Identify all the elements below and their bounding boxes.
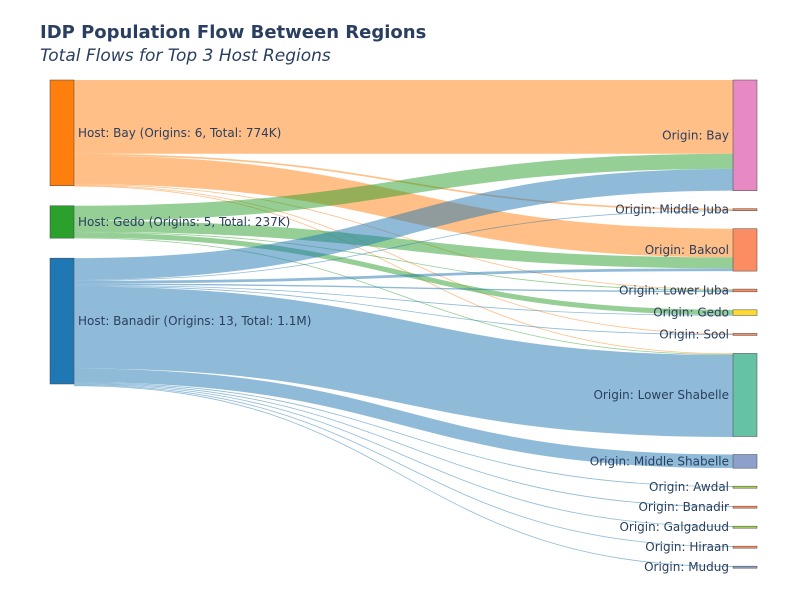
node-o_bay[interactable] — [732, 79, 758, 191]
flow-banadir-to-o_lower_juba[interactable] — [73, 283, 734, 293]
node-o_banadir[interactable] — [732, 505, 758, 509]
flow-bay-to-o_sool[interactable] — [73, 184, 734, 335]
flow-banadir-to-o_bay[interactable] — [73, 168, 734, 281]
node-o_galgaduud[interactable] — [732, 525, 758, 529]
node-o_lower_juba[interactable] — [732, 288, 758, 293]
chart-title: IDP Population Flow Between Regions — [40, 22, 427, 43]
node-label-o_awdal: Origin: Awdal — [649, 480, 729, 494]
flow-banadir-to-o_bakool[interactable] — [73, 268, 734, 284]
node-label-o_lower_juba: Origin: Lower Juba — [619, 283, 729, 297]
flow-banadir-to-o_gedo[interactable] — [73, 284, 734, 316]
flow-gedo-to-o_bay[interactable] — [73, 153, 734, 221]
flow-banadir-to-o_sool[interactable] — [73, 285, 734, 336]
flow-banadir-to-o_banadir[interactable] — [73, 382, 734, 507]
node-label-banadir: Host: Banadir (Origins: 13, Total: 1.1M) — [78, 314, 311, 328]
sankey-labels: Host: Bay (Origins: 6, Total: 774K) Host:… — [78, 126, 729, 574]
node-o_middle_shabelle[interactable] — [732, 454, 758, 469]
flow-bay-to-o_lower_shabelle[interactable] — [73, 185, 734, 355]
flow-gedo-to-o_bakool[interactable] — [73, 220, 734, 269]
node-o_mudug[interactable] — [732, 565, 758, 569]
flow-banadir-to-o_middle_shabelle[interactable] — [73, 368, 734, 469]
node-o_hiraan[interactable] — [732, 545, 758, 549]
node-label-o_middle_shabelle: Origin: Middle Shabelle — [590, 454, 729, 468]
flow-banadir-to-o_mudug[interactable] — [73, 385, 734, 567]
flow-banadir-to-o_hiraan[interactable] — [73, 384, 734, 547]
node-label-o_bakool: Origin: Bakool — [645, 243, 729, 257]
node-label-o_sool: Origin: Sool — [659, 327, 729, 341]
flow-bay-to-o_bakool[interactable] — [73, 155, 734, 258]
node-label-o_middle_juba: Origin: Middle Juba — [615, 203, 729, 217]
node-o_lower_shabelle[interactable] — [732, 353, 758, 437]
node-label-o_lower_shabelle: Origin: Lower Shabelle — [593, 388, 729, 402]
node-label-o_mudug: Origin: Mudug — [644, 560, 729, 574]
node-o_middle_juba[interactable] — [732, 208, 758, 211]
node-banadir[interactable] — [49, 257, 75, 385]
chart-subtitle: Total Flows for Top 3 Host Regions — [40, 46, 331, 66]
sankey-links — [73, 79, 734, 567]
node-label-o_bay: Origin: Bay — [662, 128, 729, 142]
node-label-gedo: Host: Gedo (Origins: 5, Total: 237K) — [78, 215, 290, 229]
flow-banadir-to-o_awdal[interactable] — [73, 382, 734, 487]
node-o_bakool[interactable] — [732, 228, 758, 272]
flow-banadir-to-o_middle_juba[interactable] — [73, 210, 734, 281]
node-label-o_banadir: Origin: Banadir — [638, 500, 729, 514]
node-label-o_hiraan: Origin: Hiraan — [645, 540, 729, 554]
node-label-o_gedo: Origin: Gedo — [653, 306, 729, 320]
node-o_sool[interactable] — [732, 333, 758, 336]
node-label-bay: Host: Bay (Origins: 6, Total: 774K) — [78, 126, 281, 140]
flow-gedo-to-o_lower_juba[interactable] — [73, 231, 734, 291]
node-label-o_galgaduud: Origin: Galgaduud — [619, 520, 729, 534]
flow-gedo-to-o_lower_shabelle[interactable] — [73, 237, 734, 356]
node-o_awdal[interactable] — [732, 485, 758, 489]
flow-banadir-to-o_lower_shabelle[interactable] — [73, 286, 734, 438]
node-gedo[interactable] — [49, 205, 75, 239]
flow-bay-to-o_lower_juba[interactable] — [73, 184, 734, 290]
sankey-nodes — [49, 79, 758, 569]
node-bay[interactable] — [49, 79, 75, 187]
node-o_gedo[interactable] — [732, 309, 758, 316]
flow-gedo-to-o_gedo[interactable] — [73, 232, 734, 315]
flow-banadir-to-o_galgaduud[interactable] — [73, 383, 734, 527]
